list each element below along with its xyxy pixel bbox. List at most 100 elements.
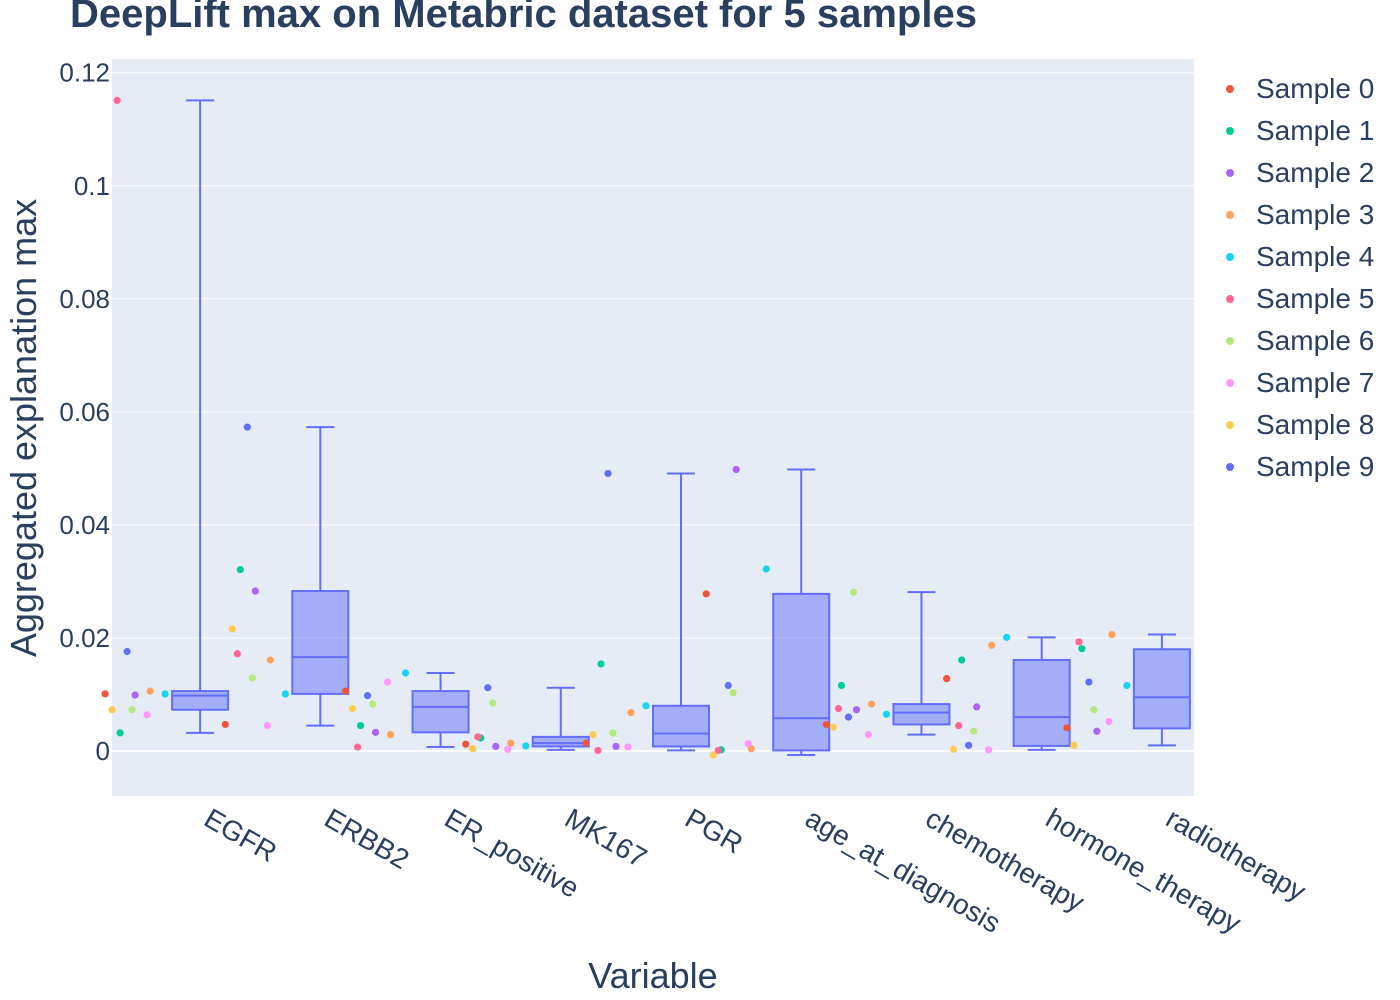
point-age_at_diagnosis-sample-9[interactable]	[724, 681, 732, 690]
point-EGFR-sample-6[interactable]	[128, 706, 136, 714]
point-PGR-sample-8[interactable]	[589, 731, 597, 739]
point-MK167-sample-7[interactable]	[504, 745, 512, 753]
point-hormone_therapy-sample-1[interactable]	[958, 656, 966, 664]
point-EGFR-sample-2[interactable]	[131, 691, 139, 699]
point-chemotherapy-sample-4[interactable]	[882, 710, 891, 718]
box-age_at_diagnosis[interactable]	[772, 468, 831, 756]
point-MK167-sample-6[interactable]	[489, 699, 497, 707]
legend-item-sample-8[interactable]: Sample 8	[1226, 404, 1374, 446]
point-ERBB2-sample-8[interactable]	[228, 625, 236, 633]
point-PGR-sample-9[interactable]	[604, 469, 612, 478]
point-ER_positive-sample-7[interactable]	[383, 678, 392, 686]
point-age_at_diagnosis-sample-0[interactable]	[702, 590, 710, 598]
point-chemotherapy-sample-6[interactable]	[849, 588, 858, 596]
point-ERBB2-sample-6[interactable]	[248, 674, 256, 682]
point-chemotherapy-sample-5[interactable]	[834, 705, 843, 713]
box-radiotherapy[interactable]	[1132, 633, 1191, 747]
point-hormone_therapy-sample-0[interactable]	[943, 675, 951, 683]
point-radiotherapy-sample-6[interactable]	[1090, 706, 1098, 714]
point-PGR-sample-7[interactable]	[624, 743, 632, 751]
point-PGR-sample-1[interactable]	[597, 660, 605, 668]
point-ERBB2-sample-2[interactable]	[251, 587, 259, 595]
point-EGFR-sample-4[interactable]	[161, 690, 169, 698]
point-PGR-sample-5[interactable]	[594, 746, 602, 755]
point-MK167-sample-5[interactable]	[474, 733, 482, 741]
point-age_at_diagnosis-sample-2[interactable]	[732, 465, 740, 474]
point-radiotherapy-sample-0[interactable]	[1063, 724, 1071, 732]
point-ER_positive-sample-8[interactable]	[348, 705, 357, 713]
point-ER_positive-sample-6[interactable]	[368, 700, 377, 708]
point-age_at_diagnosis-sample-7[interactable]	[744, 740, 752, 748]
point-PGR-sample-3[interactable]	[627, 708, 635, 717]
point-ERBB2-sample-3[interactable]	[266, 656, 274, 664]
point-age_at_diagnosis-sample-6[interactable]	[729, 689, 737, 697]
legend[interactable]: Sample 0 Sample 1 Sample 2 Sample 3 Sample 4…	[1226, 68, 1374, 488]
point-ERBB2-sample-9[interactable]	[243, 423, 251, 431]
point-hormone_therapy-sample-9[interactable]	[965, 741, 973, 749]
point-ER_positive-sample-0[interactable]	[341, 687, 350, 695]
point-EGFR-sample-8[interactable]	[108, 706, 116, 714]
point-chemotherapy-sample-8[interactable]	[829, 723, 838, 731]
box-chemotherapy[interactable]	[892, 591, 951, 736]
point-ERBB2-sample-7[interactable]	[263, 721, 271, 730]
box-ER_positive[interactable]	[411, 671, 470, 749]
point-PGR-sample-4[interactable]	[642, 702, 650, 710]
legend-item-sample-4[interactable]: Sample 4	[1226, 236, 1374, 278]
legend-item-sample-2[interactable]: Sample 2	[1226, 152, 1374, 194]
box-EGFR[interactable]	[171, 99, 230, 734]
point-ER_positive-sample-3[interactable]	[386, 731, 395, 739]
point-MK167-sample-9[interactable]	[484, 684, 492, 692]
point-chemotherapy-sample-0[interactable]	[822, 720, 831, 729]
point-PGR-sample-2[interactable]	[612, 742, 620, 751]
point-chemotherapy-sample-2[interactable]	[852, 706, 861, 714]
legend-item-sample-1[interactable]: Sample 1	[1226, 110, 1374, 152]
point-radiotherapy-sample-5[interactable]	[1075, 638, 1083, 646]
point-ER_positive-sample-4[interactable]	[401, 669, 410, 677]
point-radiotherapy-sample-9[interactable]	[1085, 678, 1093, 686]
box-hormone_therapy[interactable]	[1012, 636, 1071, 751]
point-chemotherapy-sample-3[interactable]	[867, 700, 876, 708]
point-chemotherapy-sample-1[interactable]	[837, 681, 846, 690]
point-MK167-sample-2[interactable]	[492, 742, 500, 751]
point-age_at_diagnosis-sample-4[interactable]	[762, 565, 770, 573]
point-hormone_therapy-sample-6[interactable]	[970, 727, 978, 735]
point-radiotherapy-sample-4[interactable]	[1123, 681, 1131, 690]
point-radiotherapy-sample-1[interactable]	[1078, 645, 1086, 653]
point-EGFR-sample-3[interactable]	[146, 687, 154, 695]
point-ERBB2-sample-5[interactable]	[233, 650, 241, 658]
legend-item-sample-7[interactable]: Sample 7	[1226, 362, 1374, 404]
point-ER_positive-sample-5[interactable]	[353, 743, 362, 751]
point-ER_positive-sample-2[interactable]	[371, 728, 380, 736]
point-PGR-sample-0[interactable]	[582, 739, 590, 747]
point-hormone_therapy-sample-7[interactable]	[985, 746, 993, 754]
point-hormone_therapy-sample-4[interactable]	[1003, 633, 1011, 641]
point-ERBB2-sample-1[interactable]	[236, 565, 244, 574]
point-EGFR-sample-1[interactable]	[116, 729, 124, 737]
point-EGFR-sample-5[interactable]	[113, 96, 121, 104]
point-ER_positive-sample-1[interactable]	[356, 721, 365, 730]
point-hormone_therapy-sample-2[interactable]	[973, 703, 981, 711]
point-radiotherapy-sample-2[interactable]	[1093, 727, 1101, 735]
point-radiotherapy-sample-3[interactable]	[1108, 630, 1116, 639]
point-EGFR-sample-9[interactable]	[123, 647, 131, 656]
point-EGFR-sample-0[interactable]	[101, 690, 109, 698]
legend-item-sample-6[interactable]: Sample 6	[1226, 320, 1374, 362]
point-ERBB2-sample-0[interactable]	[221, 720, 229, 729]
point-chemotherapy-sample-9[interactable]	[844, 713, 853, 721]
legend-item-sample-0[interactable]: Sample 0	[1226, 68, 1374, 110]
point-hormone_therapy-sample-8[interactable]	[950, 745, 958, 753]
point-MK167-sample-4[interactable]	[522, 742, 530, 750]
point-MK167-sample-0[interactable]	[462, 740, 470, 748]
point-radiotherapy-sample-8[interactable]	[1070, 741, 1078, 749]
point-ERBB2-sample-4[interactable]	[281, 690, 289, 698]
point-hormone_therapy-sample-3[interactable]	[988, 641, 996, 649]
point-hormone_therapy-sample-5[interactable]	[955, 721, 963, 730]
legend-item-sample-3[interactable]: Sample 3	[1226, 194, 1374, 236]
point-MK167-sample-3[interactable]	[507, 739, 515, 747]
box-ERBB2[interactable]	[291, 426, 350, 727]
point-age_at_diagnosis-sample-8[interactable]	[709, 751, 717, 759]
point-ER_positive-sample-9[interactable]	[363, 692, 372, 700]
point-MK167-sample-8[interactable]	[469, 745, 477, 753]
point-EGFR-sample-7[interactable]	[143, 711, 151, 719]
box-PGR[interactable]	[652, 472, 710, 752]
